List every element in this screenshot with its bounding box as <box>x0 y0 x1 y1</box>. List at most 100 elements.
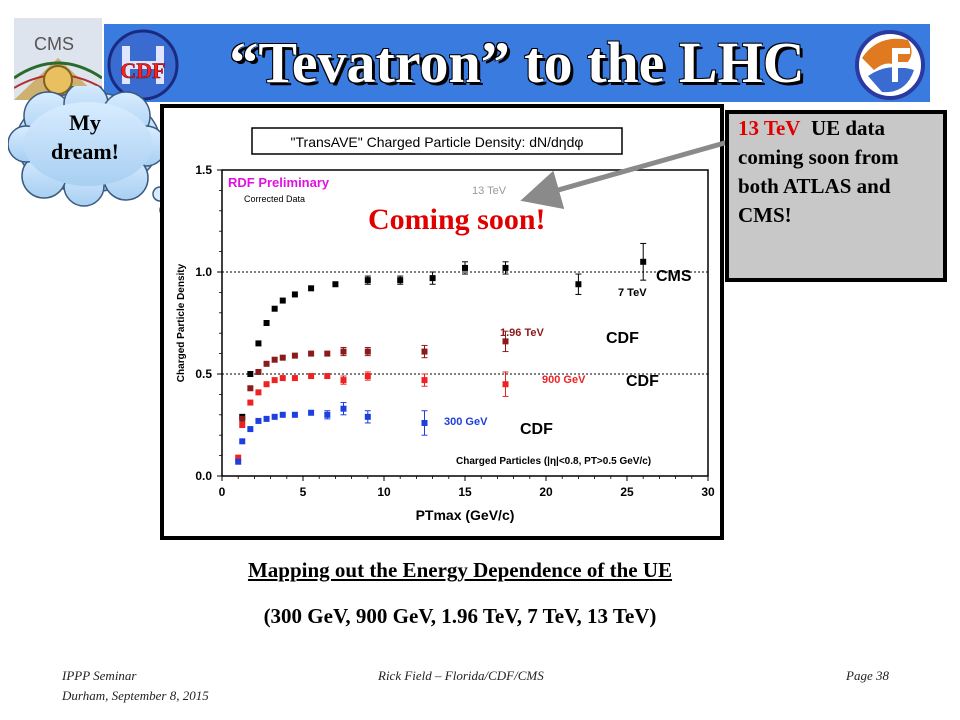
chart-title: "TransAVE" Charged Particle Density: dN/… <box>291 134 584 150</box>
data-point-900-gev <box>324 373 331 380</box>
coming-soon-label: Coming soon! <box>368 203 546 236</box>
data-point-900-gev <box>340 377 347 384</box>
data-point-300-gev <box>279 411 286 418</box>
data-point-900-gev <box>235 454 242 461</box>
data-point-1.96-tev <box>255 368 262 375</box>
y-tick-label: 1.0 <box>195 265 212 279</box>
data-point-1.96-tev <box>364 348 371 355</box>
data-point-300-gev <box>421 419 428 426</box>
data-point-900-gev <box>271 377 278 384</box>
footer-author: Rick Field – Florida/CDF/CMS <box>378 668 544 683</box>
experiment-label: CDF <box>520 421 553 438</box>
thought-line-2: dream! <box>50 139 120 164</box>
fermilab-logo <box>855 30 925 100</box>
data-point-300-gev <box>324 411 331 418</box>
series-label: 900 GeV <box>542 374 586 386</box>
x-tick-label: 20 <box>539 485 553 499</box>
chart: "TransAVE" Charged Particle Density: dN/… <box>176 127 715 523</box>
data-point-300-gev <box>263 415 270 422</box>
data-point-900-gev <box>255 389 262 396</box>
x-tick-label: 0 <box>219 485 226 499</box>
svg-text:CDF: CDF <box>120 58 165 83</box>
footer-date: Durham, September 8, 2015 <box>62 688 209 703</box>
data-point-1.96-tev <box>247 385 254 392</box>
data-point-300-gev <box>255 417 262 424</box>
data-point-300-gev <box>235 458 242 465</box>
data-point-7-tev <box>263 320 270 326</box>
data-point-900-gev <box>421 377 428 384</box>
data-point-300-gev <box>271 413 278 420</box>
x-tick-label: 25 <box>620 485 634 499</box>
data-point-7-tev <box>255 340 262 347</box>
data-point-1.96-tev <box>324 350 331 357</box>
data-point-900-gev <box>308 373 315 380</box>
data-point-900-gev <box>239 422 246 428</box>
slide-title: “Tevatron” to the LHC <box>229 30 805 95</box>
data-point-7-tev <box>364 277 371 284</box>
x-tick-label: 10 <box>377 485 391 499</box>
series-label: 1.96 TeV <box>500 327 544 339</box>
data-point-900-gev <box>279 375 286 382</box>
corrected-label: Corrected Data <box>244 194 305 204</box>
y-tick-label: 0.5 <box>195 367 212 381</box>
x-tick-label: 5 <box>300 485 307 499</box>
data-point-300-gev <box>340 405 347 412</box>
thought-cloud <box>8 86 168 229</box>
data-point-900-gev <box>364 373 371 380</box>
x-tick-label: 15 <box>458 485 472 499</box>
callout-message: UE data coming soon from both ATLAS and … <box>738 116 899 227</box>
x-axis-label: PTmax (GeV/c) <box>416 507 515 523</box>
data-point-1.96-tev <box>308 350 315 357</box>
data-point-7-tev <box>279 297 286 304</box>
callout-box <box>725 110 947 282</box>
data-point-7-tev <box>397 277 404 284</box>
footer-seminar: IPPP Seminar <box>62 668 137 683</box>
data-point-1.96-tev <box>263 360 270 367</box>
data-point-7-tev <box>429 275 436 282</box>
thought-text: My dream! <box>30 108 140 166</box>
data-point-7-tev <box>640 258 647 265</box>
data-point-1.96-tev <box>340 348 347 355</box>
data-point-7-tev <box>247 371 254 377</box>
experiment-label: CDF <box>626 373 659 390</box>
data-point-7-tev <box>308 285 315 292</box>
caption-title: Mapping out the Energy Dependence of the… <box>247 558 673 582</box>
data-point-900-gev <box>502 381 509 388</box>
label-13tev: 13 TeV <box>472 185 507 197</box>
series-label: 300 GeV <box>444 416 488 428</box>
data-point-1.96-tev <box>291 352 298 359</box>
caption-energies: (300 GeV, 900 GeV, 1.96 TeV, 7 TeV, 13 T… <box>263 604 657 628</box>
data-point-1.96-tev <box>279 354 286 361</box>
cms-logo: CMS <box>14 18 102 100</box>
data-point-900-gev <box>263 381 270 388</box>
y-tick-label: 1.5 <box>195 163 212 177</box>
data-point-7-tev <box>502 264 509 271</box>
data-point-1.96-tev <box>239 415 246 422</box>
y-axis-label: Charged Particle Density <box>176 263 187 382</box>
svg-text:CMS: CMS <box>34 34 74 54</box>
cuts-label: Charged Particles (|η|<0.8, PT>0.5 GeV/c… <box>456 456 651 467</box>
x-tick-label: 30 <box>701 485 715 499</box>
experiment-label: CMS <box>656 268 692 285</box>
data-point-900-gev <box>291 375 298 382</box>
data-point-300-gev <box>247 426 254 433</box>
data-point-7-tev <box>332 281 339 288</box>
data-point-300-gev <box>239 438 246 445</box>
data-point-7-tev <box>271 305 278 312</box>
thought-line-1: My <box>69 110 101 135</box>
data-point-7-tev <box>291 291 298 298</box>
data-point-900-gev <box>247 399 254 406</box>
y-tick-label: 0.0 <box>195 469 212 483</box>
data-point-1.96-tev <box>502 338 509 345</box>
data-point-300-gev <box>291 411 298 418</box>
data-point-7-tev <box>575 281 582 288</box>
experiment-label: CDF <box>606 330 639 347</box>
callout-text: 13 TeV UE data coming soon from both ATL… <box>738 114 938 230</box>
title-bar <box>104 24 930 102</box>
preliminary-label: RDF Preliminary <box>228 175 330 190</box>
series-label: 7 TeV <box>618 287 647 299</box>
data-point-1.96-tev <box>271 356 278 363</box>
data-point-7-tev <box>462 264 468 271</box>
data-point-300-gev <box>364 413 371 420</box>
data-point-1.96-tev <box>421 348 428 355</box>
